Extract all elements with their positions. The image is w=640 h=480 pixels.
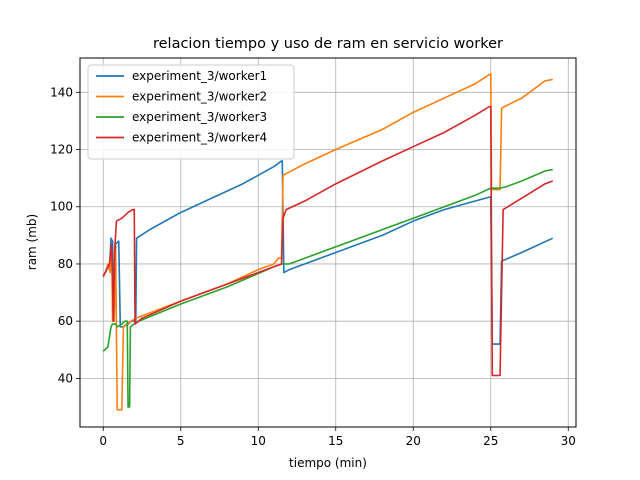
x-tick-label: 0 xyxy=(99,434,107,448)
plot-frame xyxy=(79,57,577,428)
x-axis-title: tiempo (min) xyxy=(289,456,367,470)
series-line-worker3 xyxy=(102,168,553,408)
y-tick-label: 60 xyxy=(58,314,73,328)
x-tick-label: 30 xyxy=(561,434,576,448)
legend-label-worker2: experiment_3/worker2 xyxy=(132,90,267,104)
x-tick-label: 5 xyxy=(177,434,185,448)
y-axis-title: ram (mb) xyxy=(25,214,39,270)
x-tick-label: 20 xyxy=(406,434,421,448)
x-tick-label: 25 xyxy=(483,434,498,448)
chart-title: relacion tiempo y uso de ram en servicio… xyxy=(153,36,503,52)
legend-label-worker1: experiment_3/worker1 xyxy=(132,69,267,83)
axis-ticks: 0 5 10 15 20 25 30 40 60 80 100 120 140 xyxy=(50,85,576,448)
legend: experiment_3/worker1 experiment_3/worker2… xyxy=(87,64,295,160)
y-tick-label: 100 xyxy=(50,200,73,214)
x-tick-label: 15 xyxy=(328,434,343,448)
legend-label-worker4: experiment_3/worker4 xyxy=(132,131,267,145)
y-tick-label: 40 xyxy=(58,371,73,385)
x-tick-label: 10 xyxy=(251,434,266,448)
y-tick-label: 80 xyxy=(58,257,73,271)
y-tick-label: 120 xyxy=(50,143,73,157)
legend-box xyxy=(87,64,295,160)
legend-label-worker3: experiment_3/worker3 xyxy=(132,110,267,124)
y-tick-label: 140 xyxy=(50,85,73,99)
series-layer xyxy=(102,72,554,411)
series-line-worker4 xyxy=(102,105,554,377)
